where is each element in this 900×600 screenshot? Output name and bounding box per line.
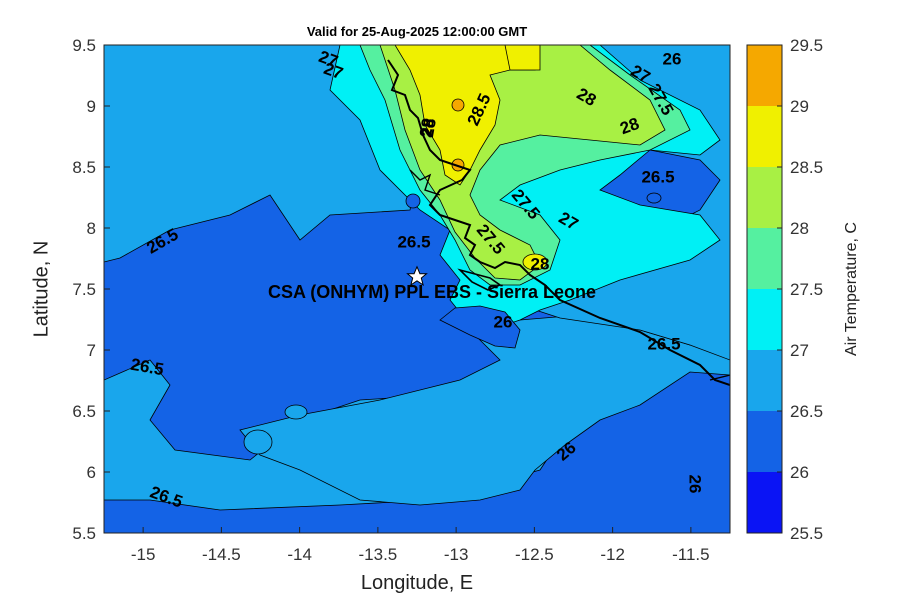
x-tick-label: -12 — [600, 545, 625, 564]
band-28-5-b — [504, 45, 541, 71]
band-29-a — [451, 98, 465, 112]
blob-e — [439, 305, 521, 349]
contour-label: 26 — [663, 49, 682, 68]
y-tick-label: 8 — [87, 219, 96, 238]
y-tick-label: 8.5 — [72, 158, 96, 177]
colorbar-tick-label: 28 — [790, 219, 809, 238]
colorbar-label: Air Temperature, C — [843, 222, 860, 356]
contour-label: 28 — [416, 117, 438, 139]
colorbar-swatch — [747, 289, 782, 350]
colorbar-tick-label: 27.5 — [790, 280, 823, 299]
contour-label: 26.5 — [641, 167, 674, 186]
map-title: Valid for 25-Aug-2025 12:00:00 GMT — [306, 24, 528, 39]
x-tick-label: -13 — [444, 545, 469, 564]
x-tick-label: -15 — [131, 545, 156, 564]
colorbar-swatch — [747, 472, 782, 533]
contour-label: 28 — [531, 254, 550, 273]
coastline — [387, 59, 730, 386]
y-tick-label: 6.5 — [72, 402, 96, 421]
colorbar-tick-label: 27 — [790, 341, 809, 360]
colorbar-swatch — [747, 106, 782, 167]
contour-label: 26 — [686, 475, 705, 494]
x-tick-label: -11.5 — [672, 545, 710, 564]
y-tick-label: 6 — [87, 463, 96, 482]
contour-label: 28 — [418, 117, 440, 139]
x-tick-label: -14 — [287, 545, 312, 564]
colorbar-tick-label: 29 — [790, 97, 809, 116]
colorbar-swatch — [747, 350, 782, 411]
x-tick-label: -12.5 — [515, 545, 554, 564]
location-label: CSA (ONHYM) PPL EBS - Sierra Leone — [268, 282, 596, 302]
y-tick-label: 7.5 — [72, 280, 96, 299]
colorbar-swatch — [747, 228, 782, 289]
coastline-island — [457, 268, 502, 291]
blob-c — [405, 193, 421, 209]
x-tick-label: -13.5 — [359, 545, 398, 564]
band-28-5-c — [522, 253, 548, 271]
contour-label: 26 — [494, 312, 513, 331]
colorbar-tick-label: 28.5 — [790, 158, 823, 177]
x-tick-label: -14.5 — [202, 545, 241, 564]
x-axis-label: Longitude, E — [360, 572, 474, 594]
colorbar-tick-label: 25.5 — [790, 524, 823, 543]
contour-label: 26.5 — [397, 232, 430, 251]
y-tick-label: 9.5 — [72, 36, 96, 55]
colorbar-tick-label: 29.5 — [790, 36, 823, 55]
y-axis-label: Latitude, N — [30, 240, 53, 338]
blob-a — [284, 404, 308, 420]
y-tick-label: 7 — [87, 341, 96, 360]
location-star-icon — [406, 265, 428, 287]
y-tick-label: 5.5 — [72, 524, 96, 543]
coastline-detail — [409, 169, 730, 381]
colorbar-swatch — [747, 411, 782, 472]
colorbar-swatch — [747, 167, 782, 228]
colorbar: 25.5 26 26.5 27 27.5 28 28.5 29 29.5 — [746, 36, 823, 543]
colorbar-tick-label: 26.5 — [790, 402, 823, 421]
blob-d — [646, 192, 662, 204]
blob-b — [243, 429, 273, 455]
colorbar-tick-label: 26 — [790, 463, 809, 482]
contour-label: 26.5 — [647, 334, 680, 353]
colorbar-swatch — [747, 45, 782, 106]
y-tick-label: 9 — [87, 97, 96, 116]
